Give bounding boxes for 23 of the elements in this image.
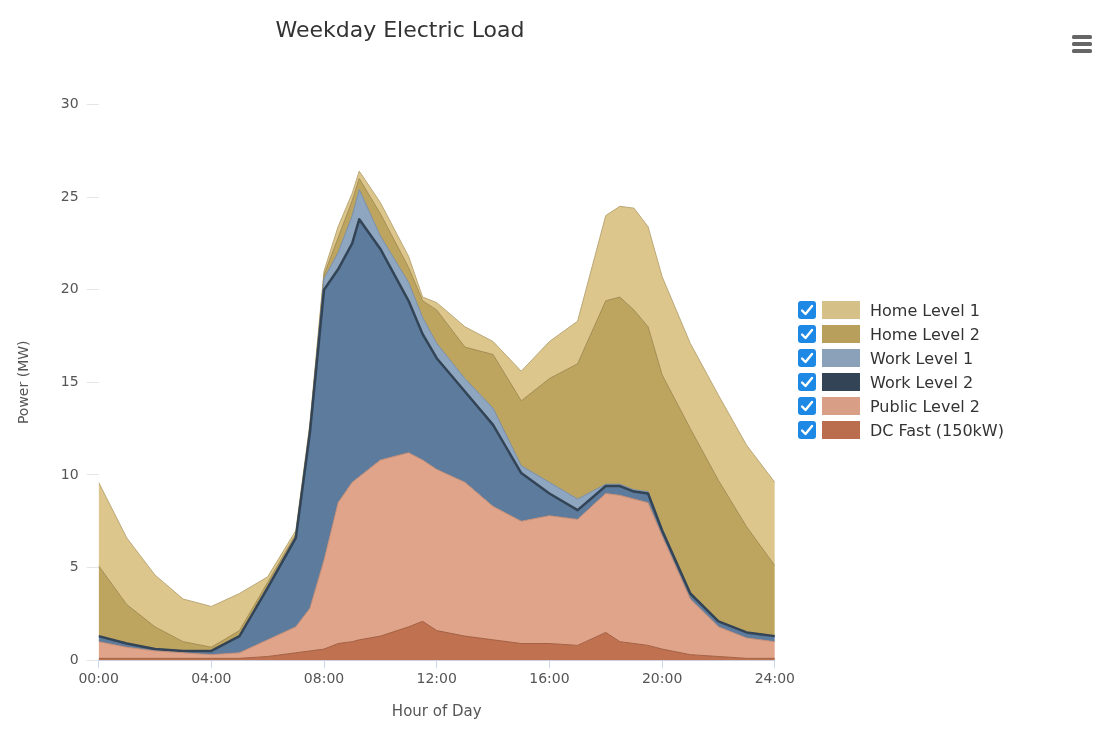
y-tick-label: 15 (60, 372, 79, 389)
x-axis-title: Hour of Day (391, 701, 482, 720)
y-tick-label: 5 (69, 558, 79, 575)
y-tick-label: 25 (60, 187, 79, 204)
y-tick-label: 20 (60, 280, 79, 297)
chart-title: Weekday Electric Load (275, 16, 525, 42)
legend-label: Home Level 1 (870, 300, 980, 320)
y-tick-label: 10 (60, 465, 79, 482)
legend-label: Work Level 2 (870, 372, 974, 392)
legend-label: Work Level 1 (870, 348, 974, 368)
legend-label: DC Fast (150kW) (870, 420, 1004, 440)
legend-label: Home Level 2 (870, 324, 980, 344)
x-tick-label: 24:00 (754, 670, 796, 687)
y-axis-title: Power (MW) (15, 340, 32, 425)
x-tick-label: 12:00 (416, 670, 457, 687)
y-tick-label: 30 (60, 95, 79, 112)
legend-label: Public Level 2 (870, 396, 980, 416)
x-tick-label: 08:00 (303, 670, 345, 687)
x-tick-label: 16:00 (529, 670, 570, 687)
x-tick-label: 20:00 (641, 670, 683, 687)
x-tick-label: 00:00 (78, 670, 119, 687)
x-tick-label: 04:00 (191, 670, 232, 687)
y-tick-label: 0 (69, 650, 79, 667)
